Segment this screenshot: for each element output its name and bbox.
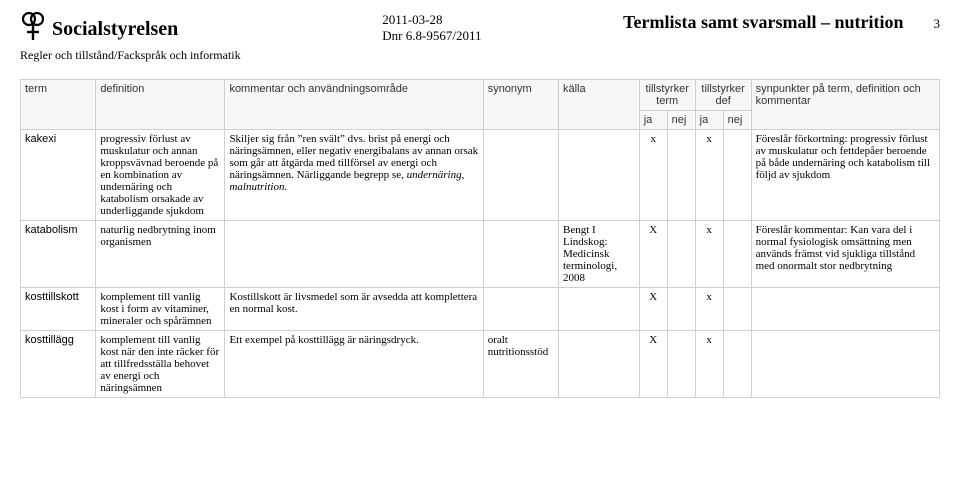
cell-definition: komplement till vanlig kost när den inte…: [96, 331, 225, 398]
cell-kommentar: Ett exempel på kosttillägg är näringsdry…: [225, 331, 483, 398]
table-row: katabolism naturlig nedbrytning inom org…: [21, 221, 940, 288]
agency-subunit: Regler och tillstånd/Fackspråk och infor…: [20, 48, 241, 63]
doc-date: 2011-03-28: [382, 12, 481, 28]
cell-def-nej: [723, 288, 751, 331]
col-kommentar: kommentar och användningsområde: [225, 80, 483, 130]
col-group-term: tillstyrker term: [639, 80, 695, 111]
col-definition: definition: [96, 80, 225, 130]
col-term: term: [21, 80, 96, 130]
cell-kalla: [559, 331, 640, 398]
cell-term-ja: X: [639, 331, 667, 398]
doc-header: Socialstyrelsen Regler och tillstånd/Fac…: [20, 12, 940, 63]
cell-definition: komplement till vanlig kost i form av vi…: [96, 288, 225, 331]
cell-note: Föreslår kommentar: Kan vara del i norma…: [751, 221, 939, 288]
cell-note: Föreslår förkortning: progressiv förlust…: [751, 130, 939, 221]
col-def-nej: nej: [723, 111, 751, 130]
cell-term-ja: X: [639, 288, 667, 331]
cell-synonym: [483, 288, 558, 331]
page: Socialstyrelsen Regler och tillstånd/Fac…: [0, 0, 960, 500]
cell-synonym: [483, 130, 558, 221]
cell-def-ja: x: [695, 221, 723, 288]
cell-term-nej: [667, 221, 695, 288]
cell-def-ja: x: [695, 331, 723, 398]
col-term-ja: ja: [639, 111, 667, 130]
cell-kalla: Bengt I Lindskog: Medicinsk terminologi,…: [559, 221, 640, 288]
col-def-ja: ja: [695, 111, 723, 130]
table-row: kakexi progressiv förlust av muskulatur …: [21, 130, 940, 221]
logo-row: Socialstyrelsen: [20, 12, 241, 46]
table-body: kakexi progressiv förlust av muskulatur …: [21, 130, 940, 398]
agency-name: Socialstyrelsen: [52, 18, 178, 41]
cell-kalla: [559, 288, 640, 331]
header-right: Termlista samt svarsmall – nutrition 3: [623, 12, 940, 33]
col-kalla: källa: [559, 80, 640, 130]
cell-kommentar: [225, 221, 483, 288]
col-group-def: tillstyrker def: [695, 80, 751, 111]
table-row: kosttillskott komplement till vanlig kos…: [21, 288, 940, 331]
cell-kommentar: Skiljer sig från ”ren svält” dvs. brist …: [225, 130, 483, 221]
col-synonym: synonym: [483, 80, 558, 130]
cell-term: kosttillskott: [21, 288, 96, 331]
cell-definition: naturlig nedbrytning inom organismen: [96, 221, 225, 288]
table-head: term definition kommentar och användning…: [21, 80, 940, 130]
cell-kalla: [559, 130, 640, 221]
cell-definition: progressiv förlust av muskulatur och ann…: [96, 130, 225, 221]
cell-term-nej: [667, 130, 695, 221]
doc-title: Termlista samt svarsmall – nutrition: [623, 12, 903, 33]
logo-icon: [20, 12, 46, 46]
col-term-nej: nej: [667, 111, 695, 130]
col-synpunkter: synpunkter på term, definition och komme…: [751, 80, 939, 130]
cell-def-ja: x: [695, 130, 723, 221]
cell-term: katabolism: [21, 221, 96, 288]
cell-note: [751, 288, 939, 331]
cell-term-nej: [667, 288, 695, 331]
header-middle: 2011-03-28 Dnr 6.8-9567/2011: [382, 12, 481, 44]
cell-def-ja: x: [695, 288, 723, 331]
page-number: 3: [933, 16, 940, 32]
cell-def-nej: [723, 130, 751, 221]
cell-term-ja: X: [639, 221, 667, 288]
cell-def-nej: [723, 331, 751, 398]
cell-synonym: [483, 221, 558, 288]
cell-term-ja: x: [639, 130, 667, 221]
cell-term: kakexi: [21, 130, 96, 221]
term-table: term definition kommentar och användning…: [20, 79, 940, 398]
cell-synonym: oralt nutritionsstöd: [483, 331, 558, 398]
table-row: kosttillägg komplement till vanlig kost …: [21, 331, 940, 398]
cell-kommentar: Kostillskott är livsmedel som är avsedda…: [225, 288, 483, 331]
cell-note: [751, 331, 939, 398]
doc-dnr: Dnr 6.8-9567/2011: [382, 28, 481, 44]
cell-def-nej: [723, 221, 751, 288]
cell-term: kosttillägg: [21, 331, 96, 398]
cell-term-nej: [667, 331, 695, 398]
header-left: Socialstyrelsen Regler och tillstånd/Fac…: [20, 12, 241, 63]
